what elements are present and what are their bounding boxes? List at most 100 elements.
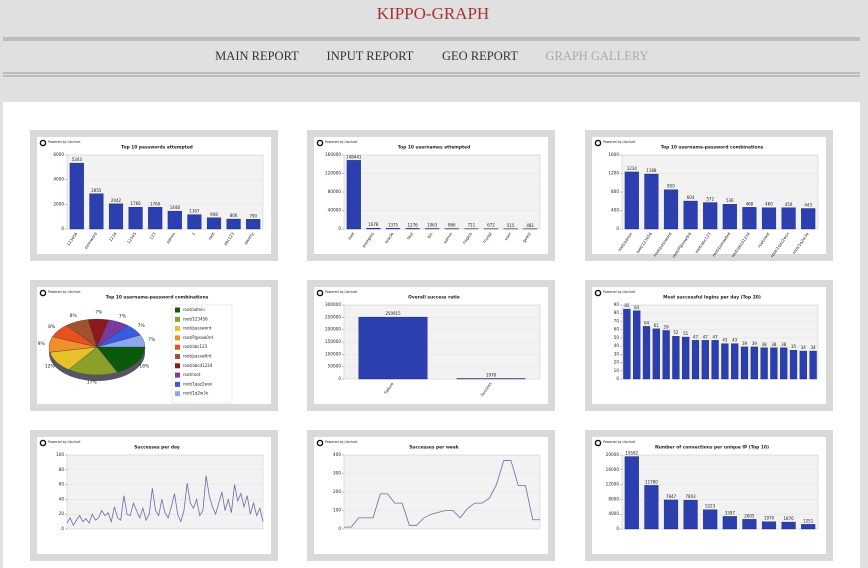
y-tick-label: 20000 [606, 452, 620, 457]
logo [594, 289, 602, 297]
nav-link[interactable]: MAIN REPORT [215, 49, 299, 63]
bar [405, 228, 420, 230]
x-tick-label: 1 [190, 231, 196, 236]
bar [801, 524, 816, 530]
value-label: 460 [765, 202, 773, 207]
y-tick-label: 80 [59, 467, 65, 472]
credit: Powered by Libchart [48, 440, 81, 444]
bar [742, 207, 757, 230]
nav-link[interactable]: GEO REPORT [442, 49, 518, 63]
value-label: 806 [230, 213, 238, 218]
nav-link[interactable]: GRAPH GALLERY [545, 49, 648, 63]
chart-card: Powered by Libchart Top 10 usernames atte… [307, 130, 555, 261]
nav-link[interactable]: INPUT REPORT [327, 49, 414, 63]
credit: Powered by Libchart [325, 140, 358, 144]
chart-card: Powered by Libchart Overall success ratio… [307, 280, 555, 411]
value-label: 34 [801, 345, 807, 350]
bar [799, 350, 807, 380]
x-tick-label: guest [521, 231, 532, 243]
y-tick-label: 1600 [608, 152, 619, 157]
y-tick-label: 0 [338, 376, 341, 381]
y-tick-label: 6000 [53, 152, 64, 157]
value-label: 443 [804, 203, 812, 208]
bar [206, 217, 222, 230]
y-tick-label: 800 [611, 189, 619, 194]
y-tick-label: 250000 [325, 314, 341, 319]
y-tick-label: 12000 [606, 482, 620, 487]
chart-title: Top 10 usernames attempted [398, 145, 470, 151]
bar [69, 162, 84, 230]
legend-swatch [175, 372, 180, 378]
y-tick-label: 0 [616, 376, 619, 381]
value-label: 39 [752, 341, 758, 346]
chart-card: Powered by Libchart Number of connections… [585, 430, 833, 561]
site-title: KIPPO-GRAPH [377, 4, 489, 23]
slice-label: 7% [148, 337, 156, 343]
pie-slice [96, 346, 146, 373]
bar [701, 340, 709, 380]
y-tick-label: 400 [333, 452, 341, 457]
value-label: 459 [785, 202, 793, 207]
bar [750, 346, 758, 380]
y-tick-label: 16000 [606, 467, 620, 472]
logo [594, 439, 602, 447]
bar [662, 330, 670, 380]
bar [644, 485, 659, 530]
y-tick-label: 120000 [325, 171, 341, 176]
logo [594, 139, 602, 147]
y-tick-label: 100 [333, 508, 341, 513]
value-label: 468 [746, 201, 754, 206]
slice-label: 7% [95, 310, 103, 316]
legend-label: root/1q2w3e [183, 391, 209, 396]
x-tick-label: root [207, 231, 216, 241]
slice-label: 12% [45, 363, 56, 369]
line [66, 475, 264, 527]
chart-card: Powered by Libchart Most successful login… [585, 280, 833, 411]
y-tick-label: 40000 [328, 208, 342, 213]
value-label: 148441 [346, 154, 362, 159]
slice-label: 9% [38, 341, 46, 347]
value-label: 2605 [744, 513, 755, 518]
chart-title: Overall success ratio [408, 295, 460, 301]
bar [801, 208, 816, 230]
bar [711, 340, 719, 380]
legend-swatch [175, 344, 180, 350]
legend-label: root/1qaz2wsx [183, 381, 213, 386]
bar [781, 207, 796, 230]
value-label: 672 [487, 223, 495, 228]
y-tick-label: 160000 [325, 152, 341, 157]
value-label: 83 [634, 305, 640, 310]
chart-title: Successes per day [134, 445, 180, 451]
bar [761, 521, 777, 530]
value-label: 2042 [111, 198, 122, 203]
bar [246, 219, 261, 230]
value-label: 850 [667, 184, 675, 189]
logo [39, 289, 47, 297]
value-label: 1234 [627, 166, 638, 171]
value-label: 1276 [408, 222, 419, 227]
y-tick-label: 300000 [325, 302, 341, 307]
legend-swatch [175, 326, 180, 332]
legend-swatch [175, 381, 180, 387]
y-tick-label: 0 [338, 526, 341, 531]
y-tick-label: 200000 [325, 327, 341, 332]
credit: Powered by Libchart [48, 290, 81, 294]
value-label: 52 [673, 330, 679, 335]
value-label: 47 [693, 334, 699, 339]
y-tick-label: 100 [56, 452, 64, 457]
value-label: 790 [249, 213, 257, 218]
bar [683, 499, 698, 530]
bar [366, 228, 381, 230]
value-label: 38 [771, 342, 777, 347]
chart-title: Top 10 username-password combinations [661, 145, 764, 151]
chart-title: Top 10 username-password combinations [106, 295, 209, 301]
x-tick-label: test [406, 231, 415, 241]
y-tick-label: 1200 [608, 171, 619, 176]
value-label: 1251 [803, 518, 814, 523]
bar [89, 193, 104, 230]
bar [770, 347, 778, 380]
value-label: 35 [791, 344, 797, 349]
chart-title: Most successful logins per day (Top 20) [663, 295, 761, 301]
value-label: 47 [713, 334, 719, 339]
bar [148, 207, 163, 230]
